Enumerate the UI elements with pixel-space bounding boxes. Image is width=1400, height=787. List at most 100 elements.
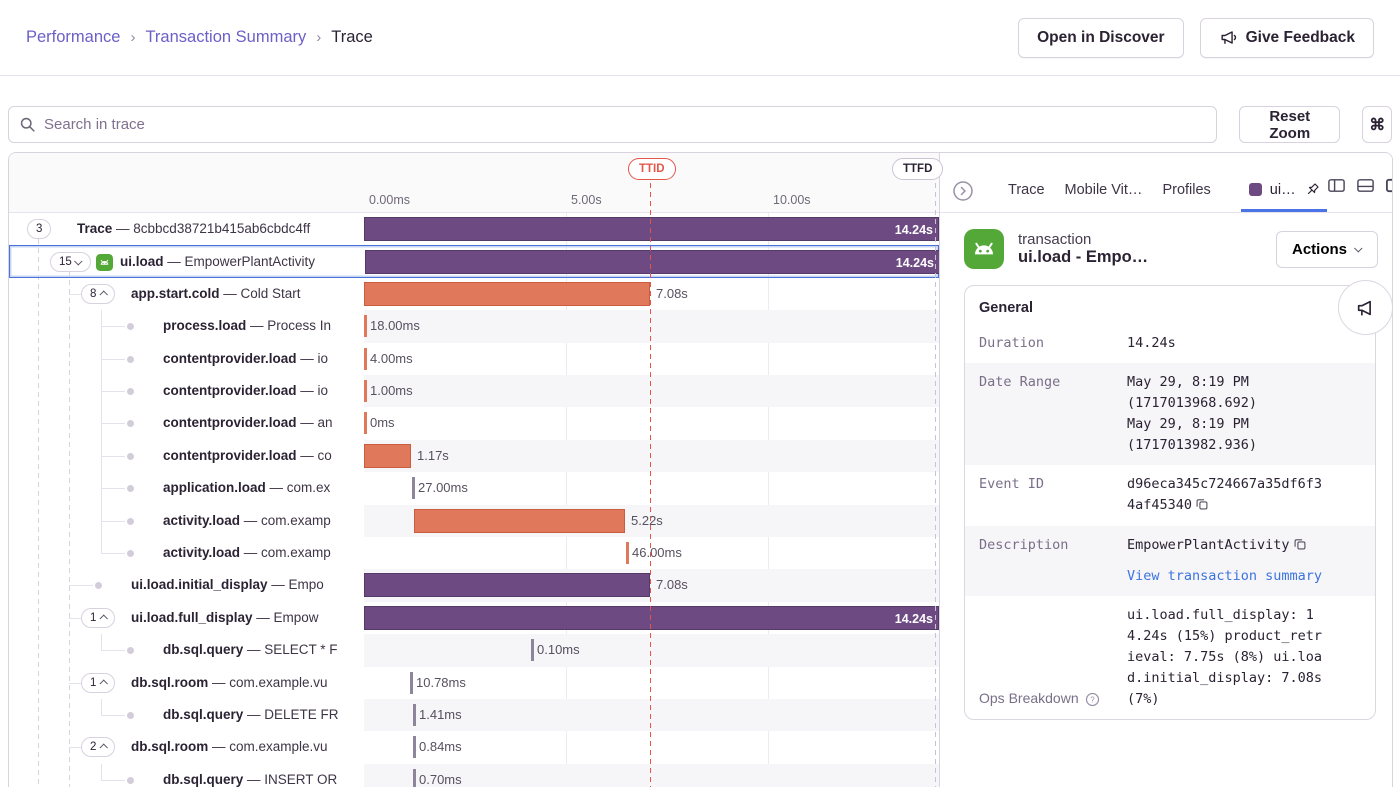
trace-row-application.load[interactable]: application.load — com.ex 27.00ms (9, 472, 939, 504)
give-feedback-button[interactable]: Give Feedback (1199, 17, 1374, 58)
span-chart-cell[interactable]: 14.24s (364, 213, 939, 245)
trace-row-contentprovider.load[interactable]: contentprovider.load — an 0ms (9, 407, 939, 439)
child-count-badge[interactable]: 1 (81, 607, 116, 628)
span-chart-cell[interactable]: 7.08s (364, 569, 939, 602)
breadcrumb-performance[interactable]: Performance (26, 28, 121, 46)
trace-row-db.sql.query[interactable]: db.sql.query — SELECT * F 0.10ms (9, 634, 939, 667)
child-count-badge[interactable]: 15 (50, 252, 91, 273)
trace-row-db.sql.room[interactable]: 2 db.sql.room — com.example.vu 0.84ms (9, 731, 939, 763)
tree-connector (101, 520, 125, 522)
copy-icon[interactable] (1195, 497, 1209, 518)
span-tree-cell[interactable]: 8 app.start.cold — Cold Start (9, 278, 364, 310)
span-tree-cell[interactable]: application.load — com.ex (9, 472, 364, 504)
span-tree-cell[interactable]: contentprovider.load — co (9, 440, 364, 472)
copy-icon[interactable] (1293, 537, 1307, 558)
trace-row-db.sql.room[interactable]: 1 db.sql.room — com.example.vu 10.78ms (9, 667, 939, 699)
layout-left-icon[interactable] (1327, 176, 1346, 200)
view-transaction-summary-link[interactable]: View transaction summary (1127, 568, 1323, 585)
span-chart-cell[interactable]: 10.78ms (364, 667, 939, 699)
trace-row-app.start.cold[interactable]: 8 app.start.cold — Cold Start 7.08s (9, 278, 939, 310)
tree-connector (101, 358, 125, 360)
child-count-badge[interactable]: 3 (27, 219, 52, 239)
trace-row-contentprovider.load[interactable]: contentprovider.load — co 1.17s (9, 439, 939, 473)
span-chart-cell[interactable]: 18.00ms (364, 310, 939, 343)
span-tree-cell[interactable]: ui.load.initial_display — Empo (9, 569, 364, 601)
trace-rows: 3 Trace — 8cbbcd38721b415ab6cbdc4ff 14.24… (9, 213, 939, 787)
trace-row-db.sql.query[interactable]: db.sql.query — DELETE FR 1.41ms (9, 699, 939, 732)
span-chart-cell[interactable]: 1.00ms (364, 375, 939, 408)
span-chart-cell[interactable]: 1.17s (364, 439, 939, 473)
span-chart-cell[interactable]: 14.24s (365, 246, 939, 276)
span-tree-cell[interactable]: 1 ui.load.full_display — Empow (9, 602, 364, 634)
span-chart-cell[interactable]: 1.41ms (364, 699, 939, 732)
span-bar[interactable]: 14.24s (364, 217, 939, 241)
child-count-badge[interactable]: 8 (81, 283, 116, 304)
tree-connector (101, 488, 125, 490)
span-bar[interactable]: 14.24s (365, 250, 939, 275)
trace-row-ui.load.full_display[interactable]: 1 ui.load.full_display — Empow 14.24s (9, 602, 939, 634)
span-tree-cell[interactable]: db.sql.query — INSERT OR (9, 764, 364, 787)
breadcrumb-transaction-summary[interactable]: Transaction Summary (145, 28, 307, 46)
span-tick (413, 768, 416, 787)
span-tree-cell[interactable]: process.load — Process In (9, 310, 364, 342)
span-tree-cell[interactable]: contentprovider.load — io (9, 375, 364, 407)
span-tree-cell[interactable]: db.sql.query — SELECT * F (9, 634, 364, 666)
trace-row-process.load[interactable]: process.load — Process In 18.00ms (9, 310, 939, 343)
ops-breakdown-row: Ops Breakdown ? ui.load.full_display: 14… (965, 596, 1375, 719)
span-chart-cell[interactable]: 14.24s (364, 602, 939, 634)
tab-ui-load-active[interactable]: ui… (1240, 181, 1327, 212)
trace-row-activity.load[interactable]: activity.load — com.examp 46.00ms (9, 537, 939, 569)
span-tree-cell[interactable]: contentprovider.load — io (9, 343, 364, 375)
span-label: activity.load — com.examp (163, 545, 331, 560)
span-tree-cell[interactable]: 3 Trace — 8cbbcd38721b415ab6cbdc4ff (9, 213, 364, 245)
reset-zoom-button[interactable]: Reset Zoom (1239, 106, 1341, 143)
span-tick (412, 477, 415, 500)
trace-row-contentprovider.load[interactable]: contentprovider.load — io 1.00ms (9, 375, 939, 408)
search-box[interactable] (8, 106, 1217, 143)
child-count-badge[interactable]: 1 (81, 672, 116, 693)
span-tree-cell[interactable]: activity.load — com.examp (9, 505, 364, 537)
span-tree-cell[interactable]: contentprovider.load — an (9, 407, 364, 439)
command-shortcut-button[interactable]: ⌘ (1362, 106, 1392, 143)
trace-row-Trace[interactable]: 3 Trace — 8cbbcd38721b415ab6cbdc4ff 14.24… (9, 213, 939, 245)
span-label: contentprovider.load — io (163, 350, 329, 366)
layout-bottom-icon[interactable] (1356, 176, 1375, 200)
chevron-right-circle-icon[interactable] (952, 180, 974, 202)
pin-icon[interactable] (1304, 181, 1321, 198)
span-tree-cell[interactable]: 2 db.sql.room — com.example.vu (9, 731, 364, 763)
layout-right-icon[interactable] (1385, 176, 1392, 200)
actions-button[interactable]: Actions (1275, 230, 1378, 268)
tab-mobile-vitals[interactable]: Mobile Vit… (1064, 182, 1143, 198)
span-bar[interactable] (364, 281, 650, 306)
span-bar[interactable] (364, 443, 411, 468)
span-bar[interactable] (414, 508, 625, 533)
help-icon[interactable]: ? (1085, 692, 1100, 707)
span-bar[interactable] (364, 573, 650, 598)
search-input[interactable] (44, 116, 1206, 133)
trace-row-db.sql.query[interactable]: db.sql.query — INSERT OR 0.70ms (9, 763, 939, 787)
span-chart-cell[interactable]: 0.10ms (364, 634, 939, 667)
trace-row-ui.load[interactable]: 15 ui.load — EmpowerPlantActivity 14.24s (9, 245, 939, 278)
trace-detail-panel: Trace Mobile Vit… Profiles ui… (939, 153, 1392, 787)
span-chart-cell[interactable]: 0.84ms (364, 731, 939, 763)
span-chart-cell[interactable]: 0.70ms (364, 763, 939, 787)
span-tree-cell[interactable]: 15 ui.load — EmpowerPlantActivity (10, 246, 365, 276)
open-in-discover-button[interactable]: Open in Discover (1018, 17, 1184, 58)
tab-profiles[interactable]: Profiles (1162, 182, 1211, 198)
span-tree-cell[interactable]: activity.load — com.examp (9, 537, 364, 569)
span-tree-cell[interactable]: 1 db.sql.room — com.example.vu (9, 667, 364, 699)
span-chart-cell[interactable]: 27.00ms (364, 472, 939, 504)
span-chart-cell[interactable]: 7.08s (364, 278, 939, 310)
feedback-fab-button[interactable] (1338, 280, 1392, 335)
trace-row-ui.load.initial_display[interactable]: ui.load.initial_display — Empo 7.08s (9, 569, 939, 602)
span-chart-cell[interactable]: 5.22s (364, 504, 939, 537)
span-bar[interactable]: 14.24s (364, 605, 939, 630)
trace-row-contentprovider.load[interactable]: contentprovider.load — io 4.00ms (9, 343, 939, 375)
child-count-badge[interactable]: 2 (81, 737, 116, 758)
span-chart-cell[interactable]: 4.00ms (364, 343, 939, 375)
span-chart-cell[interactable]: 46.00ms (364, 537, 939, 569)
span-tree-cell[interactable]: db.sql.query — DELETE FR (9, 699, 364, 731)
span-chart-cell[interactable]: 0ms (364, 407, 939, 439)
tab-trace[interactable]: Trace (1008, 182, 1045, 198)
trace-row-activity.load[interactable]: activity.load — com.examp 5.22s (9, 504, 939, 537)
